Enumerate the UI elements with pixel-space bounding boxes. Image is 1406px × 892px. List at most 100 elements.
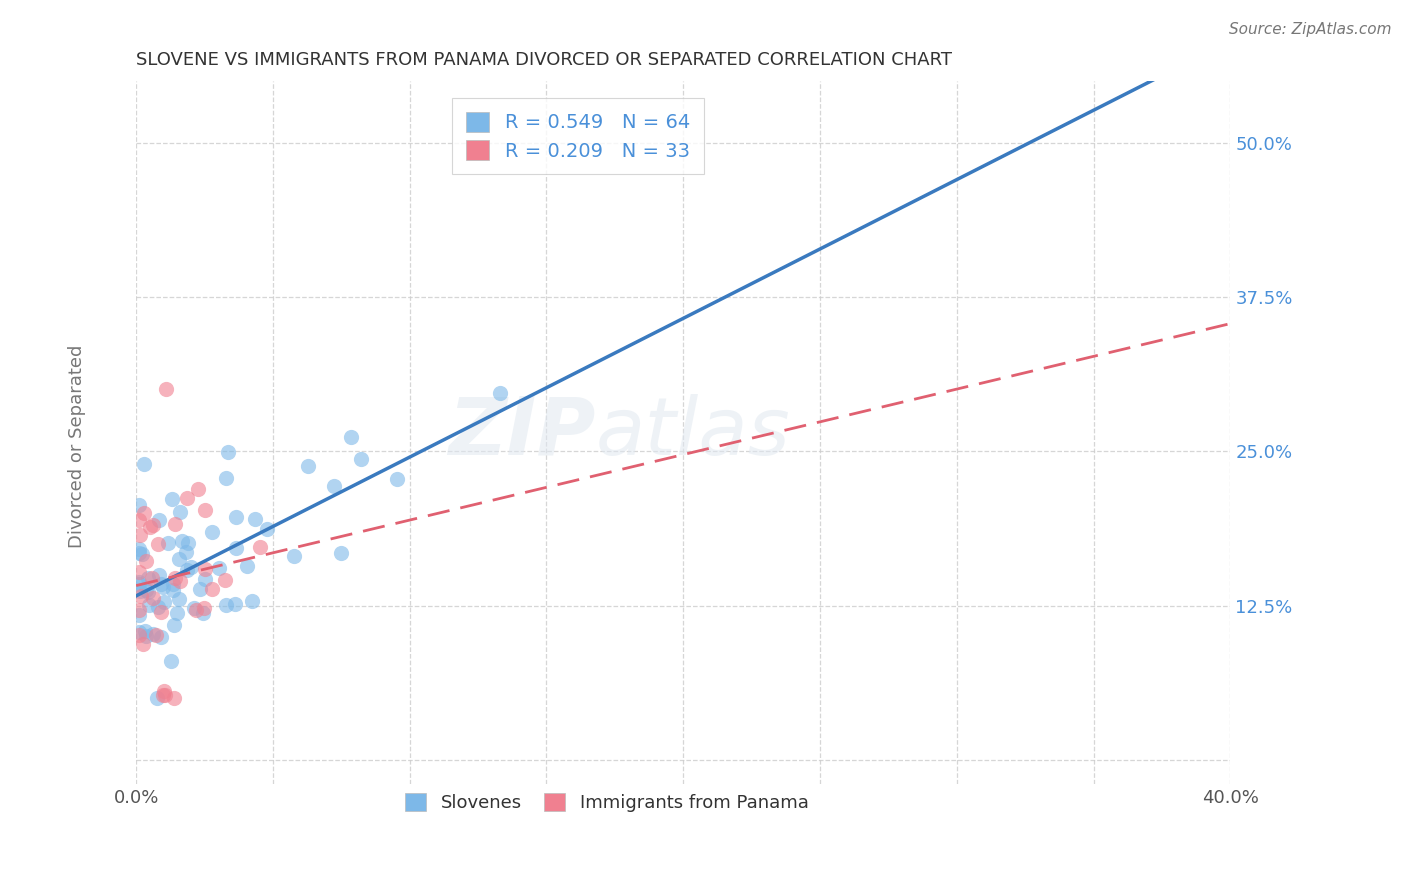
Point xyxy=(152,688,174,702)
Point xyxy=(128,542,150,557)
Point xyxy=(153,595,176,609)
Point xyxy=(128,498,150,512)
Point xyxy=(163,571,186,585)
Point xyxy=(128,575,150,590)
Point xyxy=(141,571,163,585)
Point xyxy=(128,628,150,642)
Point xyxy=(194,562,217,576)
Point xyxy=(153,689,176,703)
Point xyxy=(135,554,157,568)
Point xyxy=(208,561,231,575)
Point xyxy=(148,513,170,527)
Point xyxy=(240,594,263,608)
Point xyxy=(176,491,198,505)
Point xyxy=(138,599,160,613)
Point xyxy=(350,451,373,466)
Point xyxy=(160,654,183,668)
Point xyxy=(155,382,177,396)
Point xyxy=(157,536,180,550)
Point xyxy=(148,600,170,615)
Point xyxy=(489,385,512,400)
Point xyxy=(180,560,202,574)
Point xyxy=(163,618,186,632)
Point xyxy=(134,507,156,521)
Point xyxy=(165,517,187,532)
Point xyxy=(322,479,344,493)
Point xyxy=(194,503,217,517)
Legend: Slovenes, Immigrants from Panama: Slovenes, Immigrants from Panama xyxy=(392,780,821,824)
Text: Divorced or Separated: Divorced or Separated xyxy=(69,344,86,548)
Point xyxy=(128,513,150,527)
Point xyxy=(167,592,190,607)
Point xyxy=(177,536,200,550)
Point xyxy=(236,559,259,574)
Point xyxy=(283,549,305,564)
Point xyxy=(142,626,165,640)
Point xyxy=(297,458,319,473)
Point xyxy=(150,605,173,619)
Point xyxy=(142,518,165,533)
Point xyxy=(160,491,183,506)
Point xyxy=(162,577,184,591)
Point xyxy=(138,520,160,534)
Point xyxy=(186,603,208,617)
Point xyxy=(146,691,169,706)
Point xyxy=(136,571,159,585)
Point xyxy=(187,482,209,496)
Point xyxy=(215,598,238,612)
Point xyxy=(132,637,155,651)
Point xyxy=(169,505,191,519)
Point xyxy=(149,630,172,644)
Point xyxy=(224,597,246,611)
Point xyxy=(245,512,267,526)
Point xyxy=(225,541,247,556)
Point xyxy=(128,624,150,639)
Point xyxy=(256,522,278,536)
Point xyxy=(150,577,173,591)
Point xyxy=(134,457,156,471)
Point xyxy=(148,536,170,550)
Text: ZIP: ZIP xyxy=(449,394,596,472)
Point xyxy=(176,563,198,577)
Point xyxy=(249,540,271,554)
Point xyxy=(217,444,239,458)
Point xyxy=(134,624,156,638)
Point xyxy=(128,603,150,617)
Point xyxy=(148,567,170,582)
Point xyxy=(163,691,186,706)
Point xyxy=(167,552,190,566)
Point xyxy=(194,572,217,586)
Point xyxy=(225,510,247,524)
Point xyxy=(128,576,150,591)
Point xyxy=(176,545,198,559)
Point xyxy=(201,524,224,539)
Point xyxy=(330,546,353,560)
Point xyxy=(201,582,224,596)
Text: atlas: atlas xyxy=(596,394,790,472)
Point xyxy=(215,470,238,484)
Point xyxy=(129,583,152,598)
Text: Source: ZipAtlas.com: Source: ZipAtlas.com xyxy=(1229,22,1392,37)
Point xyxy=(145,628,167,642)
Point xyxy=(153,684,176,698)
Point xyxy=(135,583,157,598)
Point xyxy=(162,582,184,597)
Point xyxy=(128,546,150,560)
Point xyxy=(135,629,157,643)
Point xyxy=(170,534,193,549)
Point xyxy=(142,591,165,605)
Point xyxy=(191,606,214,620)
Point xyxy=(128,528,150,542)
Point xyxy=(129,589,152,603)
Point xyxy=(193,601,215,615)
Point xyxy=(188,582,211,596)
Point xyxy=(128,607,150,622)
Point xyxy=(340,430,363,444)
Point xyxy=(136,585,159,599)
Point xyxy=(128,565,150,579)
Point xyxy=(152,580,174,594)
Point xyxy=(387,472,409,486)
Point xyxy=(131,547,153,561)
Text: SLOVENE VS IMMIGRANTS FROM PANAMA DIVORCED OR SEPARATED CORRELATION CHART: SLOVENE VS IMMIGRANTS FROM PANAMA DIVORC… xyxy=(136,51,952,69)
Point xyxy=(183,600,205,615)
